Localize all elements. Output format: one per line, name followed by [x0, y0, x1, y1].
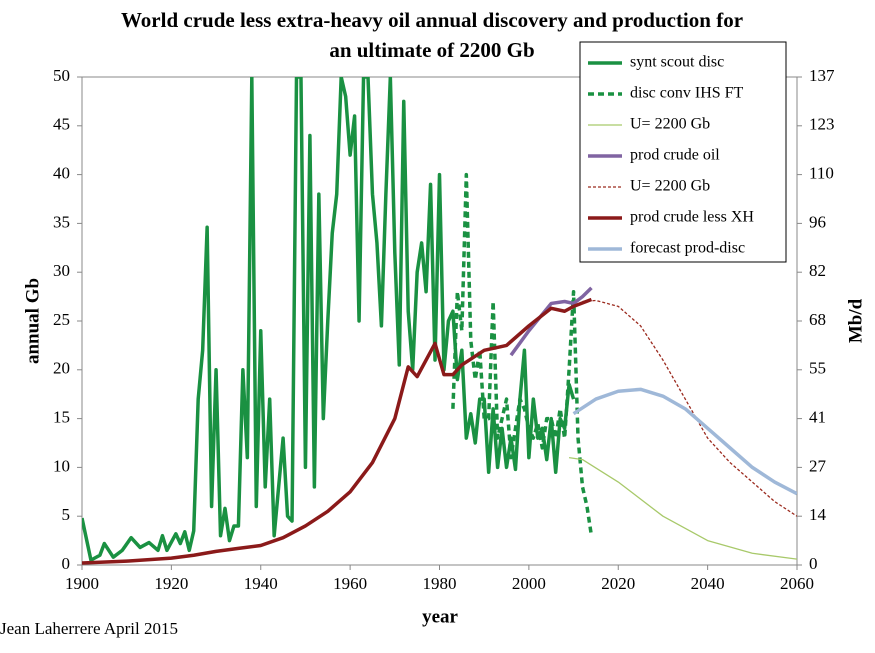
y-tick-label: 35: [53, 212, 70, 231]
x-tick-label: 1960: [333, 574, 367, 593]
y2-tick-label: 55: [809, 359, 826, 378]
series-line: [82, 297, 593, 565]
source-note: Jean Laherrere April 2015: [0, 619, 178, 638]
plot-area: [82, 77, 797, 565]
y2-tick-label: 123: [809, 115, 835, 134]
x-tick-label: 2020: [601, 574, 635, 593]
legend-box: [579, 41, 787, 263]
y-tick-label: 10: [53, 456, 70, 475]
x-tick-label: 1900: [65, 574, 99, 593]
y-tick-label: 0: [62, 554, 71, 573]
legend-label: prod crude less XH: [630, 209, 754, 226]
y2-tick-label: 68: [809, 310, 826, 329]
x-tick-label: 2060: [780, 574, 814, 593]
series-line: [451, 172, 594, 536]
x-tick-label: 1940: [244, 574, 278, 593]
y2-tick-label: 82: [809, 261, 826, 280]
y-axis-title: annual Gb: [22, 278, 43, 364]
legend-label: forecast prod-disc: [630, 240, 745, 257]
x-tick-label: 2040: [691, 574, 725, 593]
x-tick-label: 1920: [154, 574, 188, 593]
y2-tick-label: 27: [809, 456, 827, 475]
y-tick-label: 40: [53, 164, 70, 183]
y2-tick-label: 41: [809, 408, 826, 427]
y-tick-label: 20: [53, 359, 70, 378]
legend-label: disc conv IHS FT: [630, 85, 744, 102]
x-axis-title: year: [422, 606, 458, 627]
x-tick-label: 1980: [423, 574, 457, 593]
legend-label: U= 2200 Gb: [630, 178, 710, 195]
x-tick-label: 2000: [512, 574, 546, 593]
chart-title: an ultimate of 2200 Gb: [329, 38, 534, 62]
series-line: [82, 77, 576, 562]
y-tick-label: 45: [53, 115, 70, 134]
y2-tick-label: 137: [809, 66, 835, 85]
legend-label: synt scout disc: [630, 54, 724, 71]
y2-tick-label: 110: [809, 164, 834, 183]
series-line: [509, 286, 593, 357]
series-line: [568, 456, 797, 560]
series-line: [572, 387, 797, 496]
legend-label: U= 2200 Gb: [630, 116, 710, 133]
y-tick-label: 50: [53, 66, 70, 85]
y-tick-label: 25: [53, 310, 70, 329]
chart-title: World crude less extra-heavy oil annual …: [121, 8, 743, 32]
y2-axis-title: Mb/d: [845, 298, 866, 343]
legend-label: prod crude oil: [630, 147, 720, 164]
y-tick-label: 30: [53, 261, 70, 280]
y2-tick-label: 0: [809, 554, 818, 573]
y2-tick-label: 96: [809, 212, 826, 231]
series-line: [582, 299, 797, 517]
y-tick-label: 5: [62, 505, 71, 524]
y2-tick-label: 14: [809, 505, 827, 524]
y-tick-label: 15: [53, 408, 70, 427]
